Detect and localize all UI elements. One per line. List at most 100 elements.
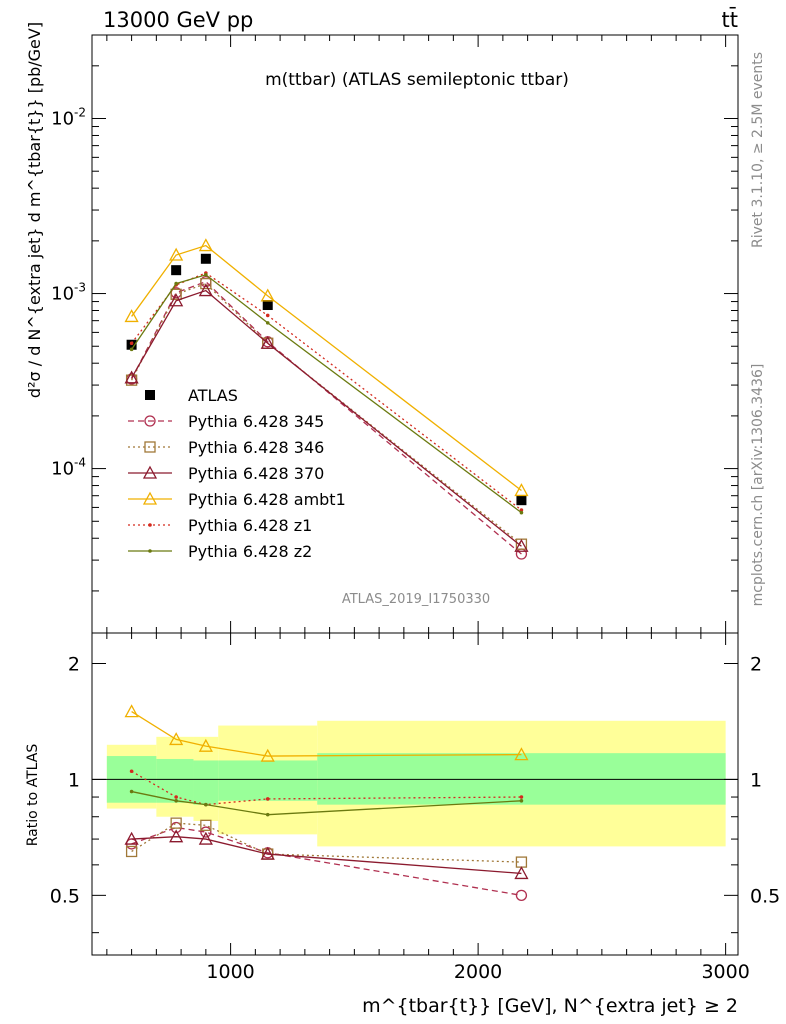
point-atlas <box>200 253 211 264</box>
ratio-tick-label-left: 1 <box>68 769 80 791</box>
ratio-tick-label-left: 0.5 <box>50 885 80 907</box>
x-axis-label: m^{tbar{t}} [GeV], N^{extra jet} ≥ 2 <box>362 995 738 1017</box>
legend-marker-p346 <box>144 441 156 453</box>
mcplots-label: mcplots.cern.ch [arXiv:1306.3436] <box>750 364 766 607</box>
point-z1 <box>265 313 270 318</box>
ratio-line-ambt1 <box>131 711 522 757</box>
point-ambt1 <box>169 247 184 261</box>
point-atlas <box>516 495 527 506</box>
ratio-tick-label-left: 2 <box>68 653 80 675</box>
header-process-label: tt̄ <box>722 7 738 32</box>
analysis-id-label: ATLAS_2019_I1750330 <box>342 592 490 607</box>
ratio-point-z1 <box>129 769 134 774</box>
point-p370 <box>514 538 529 552</box>
ratio-uncertainty-bands <box>92 720 738 847</box>
legend-marker-z1 <box>148 523 152 527</box>
ratio-band-inner <box>218 760 318 801</box>
ratio-y-axis-label: Ratio to ATLAS <box>25 744 41 847</box>
legend-label-ambt1: Pythia 6.428 ambt1 <box>188 490 346 509</box>
ratio-point-p345 <box>200 826 212 838</box>
ratio-band-inner <box>156 758 194 803</box>
point-ambt1 <box>198 238 213 252</box>
ratio-point-z1 <box>519 795 524 799</box>
legend: ATLAS Pythia 6.428 345 Pythia 6.428 346 Pyt… <box>128 386 346 561</box>
ratio-point-p345 <box>515 889 528 901</box>
ratio-point-p346 <box>200 819 212 831</box>
ratio-point-ambt1 <box>169 732 184 746</box>
legend-marker-atlas <box>145 390 155 400</box>
ratio-point-z2 <box>204 802 208 807</box>
point-z1 <box>129 341 134 346</box>
ratio-point-p370 <box>169 829 184 843</box>
legend-marker-p370 <box>142 465 158 479</box>
header-energy-label: 13000 GeV pp <box>103 8 253 32</box>
ratio-point-p370 <box>260 846 275 860</box>
ratio-point-z2 <box>129 789 134 794</box>
ratio-point-p346 <box>125 845 138 858</box>
ratio-point-ambt1 <box>124 704 139 718</box>
ratio-point-z2 <box>265 812 270 817</box>
ratio-point-p370 <box>514 866 529 880</box>
y-tick-label: 10-4 <box>51 456 86 480</box>
legend-marker-p345 <box>144 415 156 427</box>
ratio-point-p346 <box>170 817 182 829</box>
ratio-point-p370 <box>124 831 139 845</box>
point-z2 <box>265 321 270 325</box>
rivet-version-label: Rivet 3.1.10, ≥ 2.5M events <box>750 52 766 248</box>
series-line-p370 <box>131 289 522 547</box>
ratio-tick-label-right: 0.5 <box>750 885 780 907</box>
y-tick-exponent: -2 <box>74 106 86 120</box>
point-atlas <box>171 265 182 276</box>
ratio-plot-frame <box>91 632 739 956</box>
y-tick-label: 10-3 <box>51 281 86 305</box>
series-group <box>124 238 529 901</box>
main-y-axis-label: d²σ / d N^{extra jet} d m^{tbar{t}} [pb/… <box>25 22 44 398</box>
point-p346 <box>200 277 212 290</box>
point-ambt1 <box>124 309 139 323</box>
plot-title: m(ttbar) (ATLAS semileptonic ttbar) <box>265 70 569 90</box>
point-p370 <box>124 370 139 384</box>
legend-marker-z2 <box>148 549 152 553</box>
plot-frames <box>91 34 739 956</box>
series-line-ambt1 <box>131 244 522 491</box>
ratio-line-p346 <box>131 822 522 863</box>
ratio-point-ambt1 <box>514 747 529 761</box>
y-tick-label: 10-2 <box>51 106 86 130</box>
point-z2 <box>519 510 524 515</box>
y-tick-exponent: -3 <box>74 281 86 295</box>
ratio-point-ambt1 <box>198 738 213 752</box>
point-p370 <box>260 335 275 349</box>
point-z2 <box>174 281 178 286</box>
ratio-point-z1 <box>265 797 270 801</box>
point-p370 <box>169 293 184 307</box>
point-z2 <box>129 347 134 352</box>
point-ambt1 <box>514 483 529 497</box>
point-atlas <box>262 300 273 311</box>
y-tick-exponent: -4 <box>74 456 86 470</box>
x-tick-label: 2000 <box>454 961 502 983</box>
point-ambt1 <box>260 288 275 302</box>
x-tick-label: 1000 <box>206 961 254 983</box>
ratio-point-z2 <box>174 798 178 803</box>
ratio-tick-label-right: 1 <box>750 769 762 791</box>
point-p346 <box>170 288 182 300</box>
ratio-point-z1 <box>174 795 178 799</box>
legend-label-atlas: ATLAS <box>188 386 238 405</box>
point-p370 <box>198 283 213 297</box>
ratio-band-inner <box>193 760 219 805</box>
legend-label-z1: Pythia 6.428 z1 <box>188 516 312 535</box>
point-z2 <box>204 272 208 277</box>
legend-label-z2: Pythia 6.428 z2 <box>188 542 312 561</box>
legend-label-p345: Pythia 6.428 345 <box>188 412 324 431</box>
ratio-point-z2 <box>519 798 524 803</box>
legend-label-p346: Pythia 6.428 346 <box>188 438 324 457</box>
legend-label-p370: Pythia 6.428 370 <box>188 464 324 483</box>
ratio-line-p370 <box>131 836 522 875</box>
ratio-point-ambt1 <box>260 748 275 762</box>
ratio-point-p370 <box>198 831 213 845</box>
legend-marker-ambt1 <box>142 491 158 505</box>
ratio-tick-label-right: 2 <box>750 653 762 675</box>
ratio-line-p345 <box>131 826 522 896</box>
point-z1 <box>519 508 524 512</box>
